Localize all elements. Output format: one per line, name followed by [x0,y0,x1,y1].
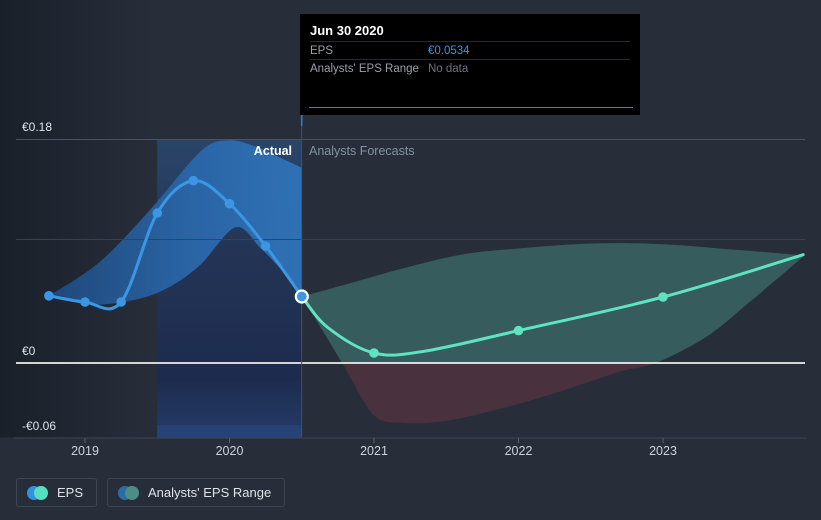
legend-item-analysts-eps-range[interactable]: Analysts' EPS Range [107,478,286,507]
x-axis-tick-label: 2019 [71,444,99,458]
y-axis-label-bottom: -€0.06 [22,419,57,433]
x-axis-tick-label: 2021 [360,444,388,458]
y-axis-label-top: €0.18 [22,120,53,134]
legend-label-analysts-eps-range: Analysts' EPS Range [148,485,272,500]
x-axis-tick-label: 2023 [649,444,677,458]
eps-series-icon [27,485,48,500]
annotation-actual: Actual [253,144,292,158]
x-axis-tick-label: 2022 [504,444,533,458]
forecast-eps-range-area-negative [342,363,656,424]
actual-region-shade [0,0,158,438]
eps-data-point[interactable] [513,325,524,336]
eps-data-point[interactable] [80,297,90,307]
legend-item-eps[interactable]: EPS [16,478,98,507]
tooltip-date-title: Jun 30 2020 [310,23,384,38]
y-axis-label-zero: €0 [22,344,36,358]
tooltip-bottom-rule [309,107,633,108]
tooltip-row-eps: EPS €0.0534 [310,41,630,59]
analysts-range-series-icon [118,485,140,500]
eps-data-point[interactable] [369,348,379,358]
chart-legend: EPS Analysts' EPS Range [16,478,286,507]
eps-data-point[interactable] [44,291,54,301]
tooltip-range-label: Analysts' EPS Range [310,62,419,75]
legend-label-eps: EPS [57,485,84,500]
eps-data-point[interactable] [658,292,668,302]
forecast-eps-range-area-positive [301,243,804,363]
tooltip-eps-label: EPS [310,44,334,57]
annotation-analysts-forecasts: Analysts Forecasts [309,144,415,158]
highlight-band-bottom-strip [157,425,302,438]
eps-data-point[interactable] [260,241,271,251]
eps-data-point[interactable] [152,208,163,218]
actual-eps-range-area [48,140,302,305]
eps-data-point[interactable] [116,297,126,307]
tooltip-row-range: Analysts' EPS Range No data [310,59,630,77]
tooltip-eps-value: €0.0534 [428,44,470,57]
eps-data-point[interactable] [188,175,199,186]
eps-data-point[interactable] [224,198,235,209]
selected-data-point[interactable] [294,289,309,304]
tooltip-range-value: No data [428,62,469,75]
eps-forecast-line [300,253,805,357]
x-axis-tick-label: 2020 [215,444,244,458]
tooltip: Jun 30 2020 EPS €0.0534 Analysts' EPS Ra… [300,14,640,115]
